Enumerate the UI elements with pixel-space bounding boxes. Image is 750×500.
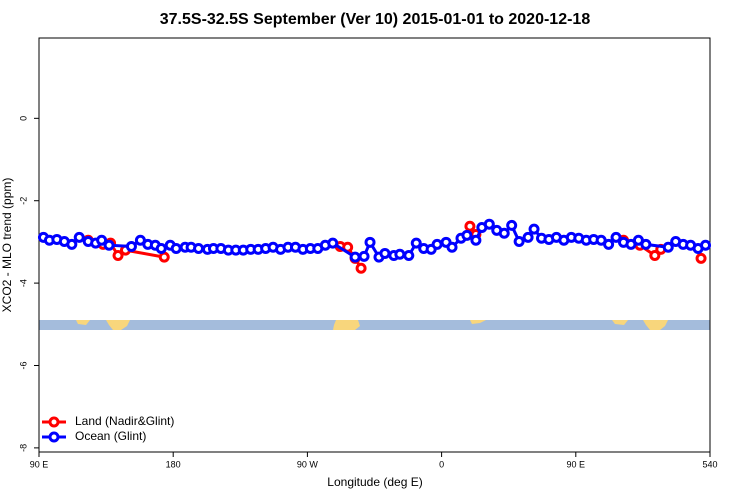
point [349,251,361,263]
point [461,229,473,241]
point [358,250,370,262]
y-tick-label: 0 [18,116,28,121]
point [649,250,661,262]
land-patch [612,320,628,325]
legend-label: Land (Nadir&Glint) [75,414,174,428]
x-tick-label: 540 [702,459,717,469]
land-patch [106,320,130,330]
point [66,238,78,250]
x-tick-label: 90 E [567,459,586,469]
point [125,240,137,252]
point [112,250,124,262]
point [155,243,167,255]
point [610,231,622,243]
point [662,241,674,253]
y-tick-label: -2 [18,197,28,205]
x-tick-label: 0 [439,459,444,469]
point [498,227,510,239]
point [446,241,458,253]
map-strip [39,320,710,330]
y-tick-label: -6 [18,361,28,369]
point [379,247,391,259]
point [464,220,476,232]
point [410,237,422,249]
point [513,235,525,247]
land-patch [333,320,360,330]
point [640,238,652,250]
point [103,239,115,251]
point [483,218,495,230]
point [700,239,712,251]
point [695,252,707,264]
point [327,237,339,249]
legend-marker [48,431,60,443]
legend-label: Ocean (Glint) [75,429,146,443]
x-tick-label: 90 E [30,459,49,469]
legend-marker [48,416,60,428]
point [403,250,415,262]
chart-title: 37.5S-32.5S September (Ver 10) 2015-01-0… [160,11,591,28]
land-patch [643,320,668,330]
y-tick-label: -8 [18,444,28,452]
y-tick-label: -4 [18,279,28,287]
point [522,231,534,243]
ocean-strip [39,320,710,330]
land-patch [470,320,486,324]
land-patch [76,320,90,325]
point [364,236,376,248]
point [73,231,85,243]
point [355,262,367,274]
x-tick-label: 90 W [297,459,319,469]
x-axis-label: Longitude (deg E) [327,475,422,489]
point [506,219,518,231]
y-axis-label: XCO2 - MLO trend (ppm) [0,178,14,313]
point [170,243,182,255]
point [193,243,205,255]
point [158,251,170,263]
point [528,223,540,235]
point [394,248,406,260]
point [470,234,482,246]
point [96,234,108,246]
x-tick-label: 180 [166,459,181,469]
point [431,238,443,250]
point [603,238,615,250]
